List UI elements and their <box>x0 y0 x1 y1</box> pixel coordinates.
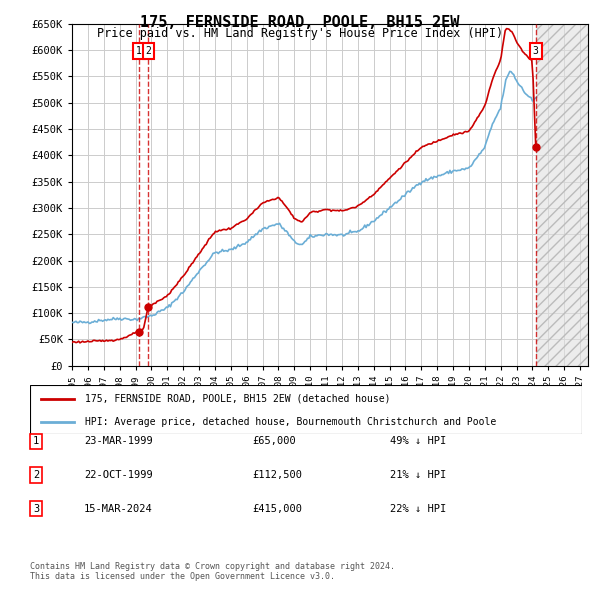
Text: 49% ↓ HPI: 49% ↓ HPI <box>390 437 446 446</box>
Text: 1: 1 <box>136 46 142 56</box>
Text: 3: 3 <box>33 504 39 513</box>
Text: 15-MAR-2024: 15-MAR-2024 <box>84 504 153 513</box>
Bar <box>536 24 588 366</box>
Text: Price paid vs. HM Land Registry's House Price Index (HPI): Price paid vs. HM Land Registry's House … <box>97 27 503 40</box>
Text: 175, FERNSIDE ROAD, POOLE, BH15 2EW (detached house): 175, FERNSIDE ROAD, POOLE, BH15 2EW (det… <box>85 394 391 404</box>
Text: 3: 3 <box>533 46 539 56</box>
Text: 23-MAR-1999: 23-MAR-1999 <box>84 437 153 446</box>
Text: £112,500: £112,500 <box>252 470 302 480</box>
Text: £415,000: £415,000 <box>252 504 302 513</box>
Bar <box>536 24 588 366</box>
Text: Contains HM Land Registry data © Crown copyright and database right 2024.: Contains HM Land Registry data © Crown c… <box>30 562 395 571</box>
Text: £65,000: £65,000 <box>252 437 296 446</box>
Text: This data is licensed under the Open Government Licence v3.0.: This data is licensed under the Open Gov… <box>30 572 335 581</box>
Text: 175, FERNSIDE ROAD, POOLE, BH15 2EW: 175, FERNSIDE ROAD, POOLE, BH15 2EW <box>140 15 460 30</box>
FancyBboxPatch shape <box>30 385 582 434</box>
Text: 2: 2 <box>145 46 151 56</box>
Text: 22-OCT-1999: 22-OCT-1999 <box>84 470 153 480</box>
Text: HPI: Average price, detached house, Bournemouth Christchurch and Poole: HPI: Average price, detached house, Bour… <box>85 417 496 427</box>
Text: 22% ↓ HPI: 22% ↓ HPI <box>390 504 446 513</box>
Text: 21% ↓ HPI: 21% ↓ HPI <box>390 470 446 480</box>
Text: 1: 1 <box>33 437 39 446</box>
Text: 2: 2 <box>33 470 39 480</box>
